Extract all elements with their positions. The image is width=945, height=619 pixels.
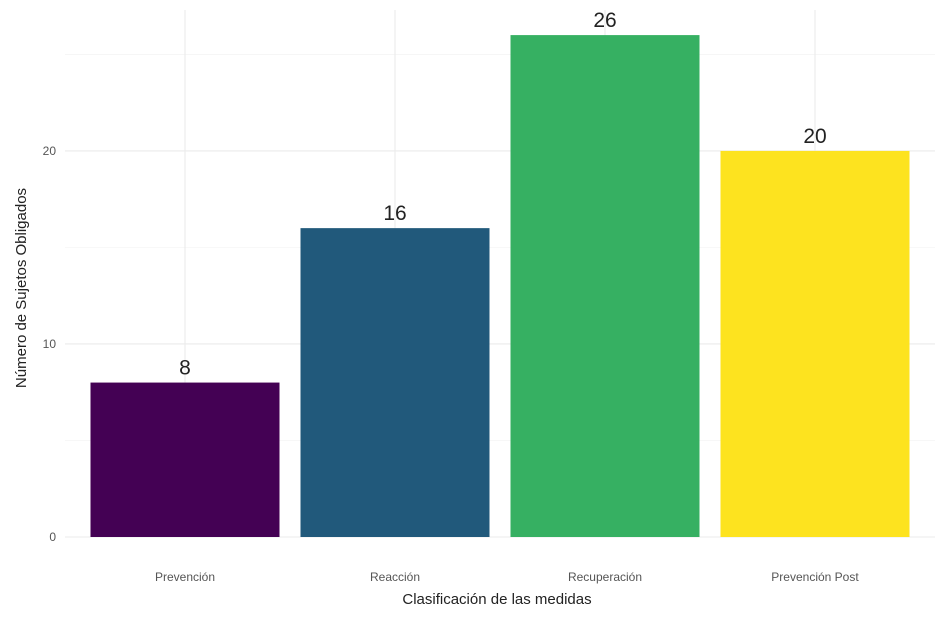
x-tick-label: Recuperación bbox=[568, 570, 642, 584]
bar-2 bbox=[300, 228, 490, 537]
bar-4 bbox=[720, 150, 910, 537]
y-tick-label: 10 bbox=[43, 337, 57, 351]
x-axis-title: Clasificación de las medidas bbox=[402, 591, 591, 608]
y-tick-label: 0 bbox=[49, 530, 56, 544]
x-tick-label: Prevención bbox=[155, 570, 215, 584]
bar-value-label: 26 bbox=[593, 9, 616, 32]
x-tick-label: Reacción bbox=[370, 570, 420, 584]
x-tick-label: Prevención Post bbox=[771, 570, 859, 584]
y-tick-label: 20 bbox=[43, 144, 57, 158]
bar-value-label: 16 bbox=[383, 202, 406, 225]
bar-1 bbox=[90, 382, 280, 537]
bar-3 bbox=[510, 35, 700, 537]
x-axis-ticks: Prevención Reacción Recuperación Prevención… bbox=[155, 570, 859, 584]
y-axis-ticks: 0 10 20 bbox=[43, 144, 57, 544]
y-axis-title: Número de Sujetos Obligados bbox=[13, 188, 30, 388]
bar-value-label: 8 bbox=[179, 357, 191, 380]
bar-value-label: 20 bbox=[803, 125, 826, 148]
bars bbox=[90, 35, 910, 537]
data-labels: 8 16 26 20 bbox=[179, 9, 827, 379]
